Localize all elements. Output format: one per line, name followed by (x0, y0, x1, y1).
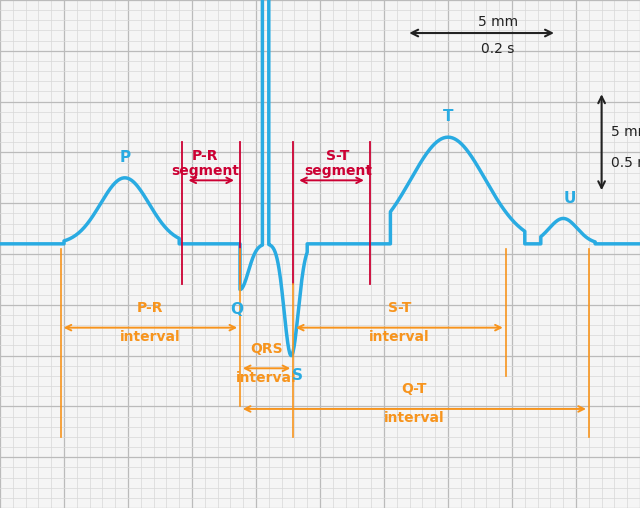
Text: interval: interval (384, 411, 445, 426)
Text: P-R: P-R (191, 148, 218, 163)
Text: segment: segment (304, 164, 372, 178)
Text: segment: segment (171, 164, 239, 178)
Text: S-T: S-T (326, 148, 349, 163)
Text: interval: interval (120, 330, 180, 344)
Text: U: U (563, 190, 576, 206)
Text: Q: Q (230, 302, 243, 318)
Text: 5 mm: 5 mm (477, 15, 518, 29)
Text: T: T (443, 109, 453, 124)
Text: P-R: P-R (137, 301, 164, 315)
Text: S: S (292, 368, 303, 384)
Text: P: P (119, 150, 131, 165)
Text: interval: interval (236, 371, 297, 385)
Text: interval: interval (369, 330, 429, 344)
Text: 0.2 s: 0.2 s (481, 42, 515, 56)
Text: S-T: S-T (388, 301, 411, 315)
Text: Q-T: Q-T (402, 382, 427, 396)
Text: QRS: QRS (250, 341, 283, 356)
Text: 0.5 mV: 0.5 mV (611, 155, 640, 170)
Text: 5 mm: 5 mm (611, 125, 640, 139)
